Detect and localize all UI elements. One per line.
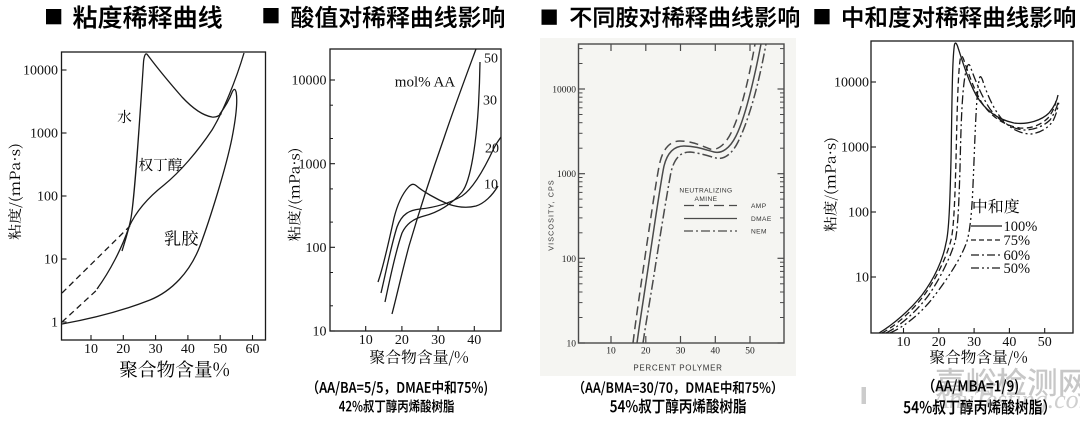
svg-text:50: 50 [484,52,498,67]
svg-text:30: 30 [676,347,686,357]
svg-text:100: 100 [562,255,577,265]
svg-text:60: 60 [246,342,260,357]
svg-text:100: 100 [306,241,327,256]
svg-text:10: 10 [897,335,911,350]
svg-text:40: 40 [711,347,721,357]
svg-text:10000: 10000 [23,64,58,79]
svg-text:60%: 60% [1004,248,1031,264]
svg-text:50: 50 [1038,335,1052,350]
svg-text:DMAE: DMAE [751,216,772,223]
svg-text:10: 10 [484,178,498,193]
svg-text:75%: 75% [1004,233,1031,249]
svg-text:mol% AA: mol% AA [395,75,456,91]
svg-text:100: 100 [848,206,869,221]
svg-text:100%: 100% [1004,219,1038,235]
svg-text:40: 40 [467,333,481,348]
svg-text:20: 20 [116,342,130,357]
svg-text:20: 20 [395,333,409,348]
svg-text:50: 50 [213,342,227,357]
svg-text:AMINE: AMINE [695,196,718,203]
svg-text:1000: 1000 [841,141,869,156]
svg-text:NEUTRALIZING: NEUTRALIZING [679,188,732,195]
svg-text:1000: 1000 [557,170,576,180]
svg-text:10: 10 [359,333,373,348]
svg-text:30: 30 [431,333,445,348]
svg-text:30: 30 [967,335,981,350]
svg-text:30: 30 [483,94,497,109]
svg-text:40: 40 [1002,335,1016,350]
svg-text:PERCENT POLYMER: PERCENT POLYMER [633,364,722,373]
svg-text:30: 30 [149,342,163,357]
svg-text:10000: 10000 [292,74,327,89]
svg-text:50%: 50% [1004,261,1031,277]
svg-text:10: 10 [313,325,327,340]
svg-text:20: 20 [641,347,651,357]
svg-text:10: 10 [855,271,869,286]
svg-text:20: 20 [932,335,946,350]
svg-text:100: 100 [37,190,58,205]
svg-text:10000: 10000 [834,76,869,91]
svg-text:10: 10 [44,253,58,268]
svg-text:1: 1 [51,316,58,331]
svg-text:AnyTesting.com: AnyTesting.com [931,385,1080,414]
svg-text:10000: 10000 [552,86,576,96]
svg-text:40: 40 [181,342,195,357]
svg-text:1000: 1000 [30,127,58,142]
svg-text:10: 10 [567,340,577,350]
svg-text:10: 10 [84,342,98,357]
svg-text:VISCOSITY, CPS: VISCOSITY, CPS [547,179,556,251]
svg-text:AMP: AMP [751,203,767,210]
svg-text:10: 10 [606,347,616,357]
svg-text:50: 50 [745,347,755,357]
svg-text:1000: 1000 [299,157,327,172]
svg-text:NEM: NEM [751,229,767,236]
